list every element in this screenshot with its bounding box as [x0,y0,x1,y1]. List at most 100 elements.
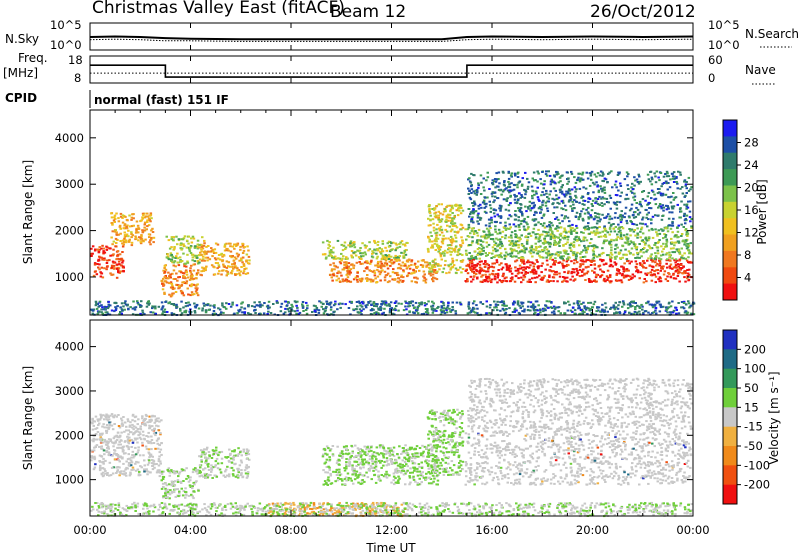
power-cell-11 [306,307,309,310]
power-cell-11 [147,303,150,306]
power-cell-10 [491,183,495,186]
power-cell-8 [674,265,677,268]
velocity-cell-0 [156,442,159,445]
power-cell-7 [451,220,454,223]
power-cell-9 [604,235,607,238]
power-cell-11 [534,300,538,303]
power-cell-11 [471,302,475,305]
power-cell-10 [686,206,690,209]
power-cell-7 [443,252,446,255]
power-cell-11 [479,301,482,304]
power-cell-7 [428,238,431,241]
power-cell-10 [520,211,523,214]
power-cell-2 [189,269,192,272]
power-cell-6 [383,270,387,273]
power-cell-11 [448,307,451,310]
power-cell-9 [496,232,499,235]
power-cell-10 [507,209,511,212]
power-cell-9 [511,239,514,242]
velocity-cell-0 [130,446,133,448]
power-cell-9 [470,229,474,232]
power-cell-9 [668,254,671,256]
power-cell-10 [678,171,682,174]
power-cell-9 [633,229,636,231]
power-cell-11 [589,308,592,311]
power-cell-7 [442,238,445,241]
power-cell-5 [354,254,358,257]
power-cell-11 [98,304,101,307]
velocity-cell-0 [119,434,122,437]
velocity-cell-0 [105,451,109,453]
power-cell-9 [507,227,511,230]
power-cell-6 [410,280,414,283]
power-cell-9 [572,245,576,248]
power-cell-4 [246,262,250,265]
power-cell-8 [480,275,483,278]
power-cell-10 [596,212,599,215]
power-cell-11 [95,307,99,310]
power-cell-10 [504,221,507,224]
power-cell-8 [543,274,546,277]
power-cell-10 [492,180,496,183]
power-cell-10 [470,184,473,187]
velocity-cell-0 [108,474,111,477]
power-cell-7 [450,250,453,253]
power-cell-10 [545,189,548,192]
power-cell-11 [449,310,453,313]
velocity-cell-0 [103,440,107,443]
power-cell-9 [592,253,595,256]
power-cell-3 [192,237,196,240]
power-cell-9 [559,232,563,235]
power-cell-10 [665,182,668,185]
power-cell-9 [512,255,516,258]
power-cell-1 [130,225,134,228]
power-cell-11 [124,303,128,306]
power-cell-11 [109,304,112,307]
power-cell-10 [582,219,585,222]
power-cell-10 [533,214,536,216]
power-cell-7 [453,247,456,250]
power-cell-9 [654,242,657,244]
power-cell-11 [180,300,183,303]
power-cell-10 [519,196,522,199]
power-cell-11 [212,310,216,312]
power-cell-1 [118,225,122,228]
power-cell-10 [655,170,659,173]
power-cell-7 [440,228,444,231]
power-cell-11 [296,306,299,309]
power-cell-7 [428,270,431,273]
velocity-cell-0 [125,474,128,477]
power-cell-10 [615,186,618,189]
power-cell-10 [614,180,618,183]
power-cell-6 [397,281,401,284]
power-cell-11 [529,301,533,304]
power-cell-8 [549,280,552,282]
power-cell-11 [622,300,625,303]
power-cell-9 [534,237,538,240]
power-cell-8 [573,262,576,265]
power-cell-8 [663,270,667,273]
power-cell-9 [615,255,618,258]
power-cell-1 [141,229,144,232]
power-cell-7 [454,271,458,274]
power-cell-6 [428,272,431,275]
power-cell-11 [687,302,691,305]
power-cell-7 [451,261,454,264]
power-cell-11 [521,301,525,304]
power-cell-11 [160,308,163,311]
power-cell-9 [614,226,618,228]
power-cell-7 [459,253,462,256]
power-cell-5 [386,242,389,245]
power-cell-5 [394,254,397,257]
power-cell-11 [513,308,516,311]
power-cell-11 [323,310,327,313]
power-cell-6 [397,263,401,266]
power-cell-6 [390,261,393,264]
power-cell-6 [392,268,395,271]
power-cell-6 [386,264,389,267]
power-cell-7 [446,216,449,219]
power-cell-10 [581,217,585,220]
power-cell-1 [114,217,117,220]
power-cell-10 [557,172,560,175]
power-cell-10 [684,194,687,197]
